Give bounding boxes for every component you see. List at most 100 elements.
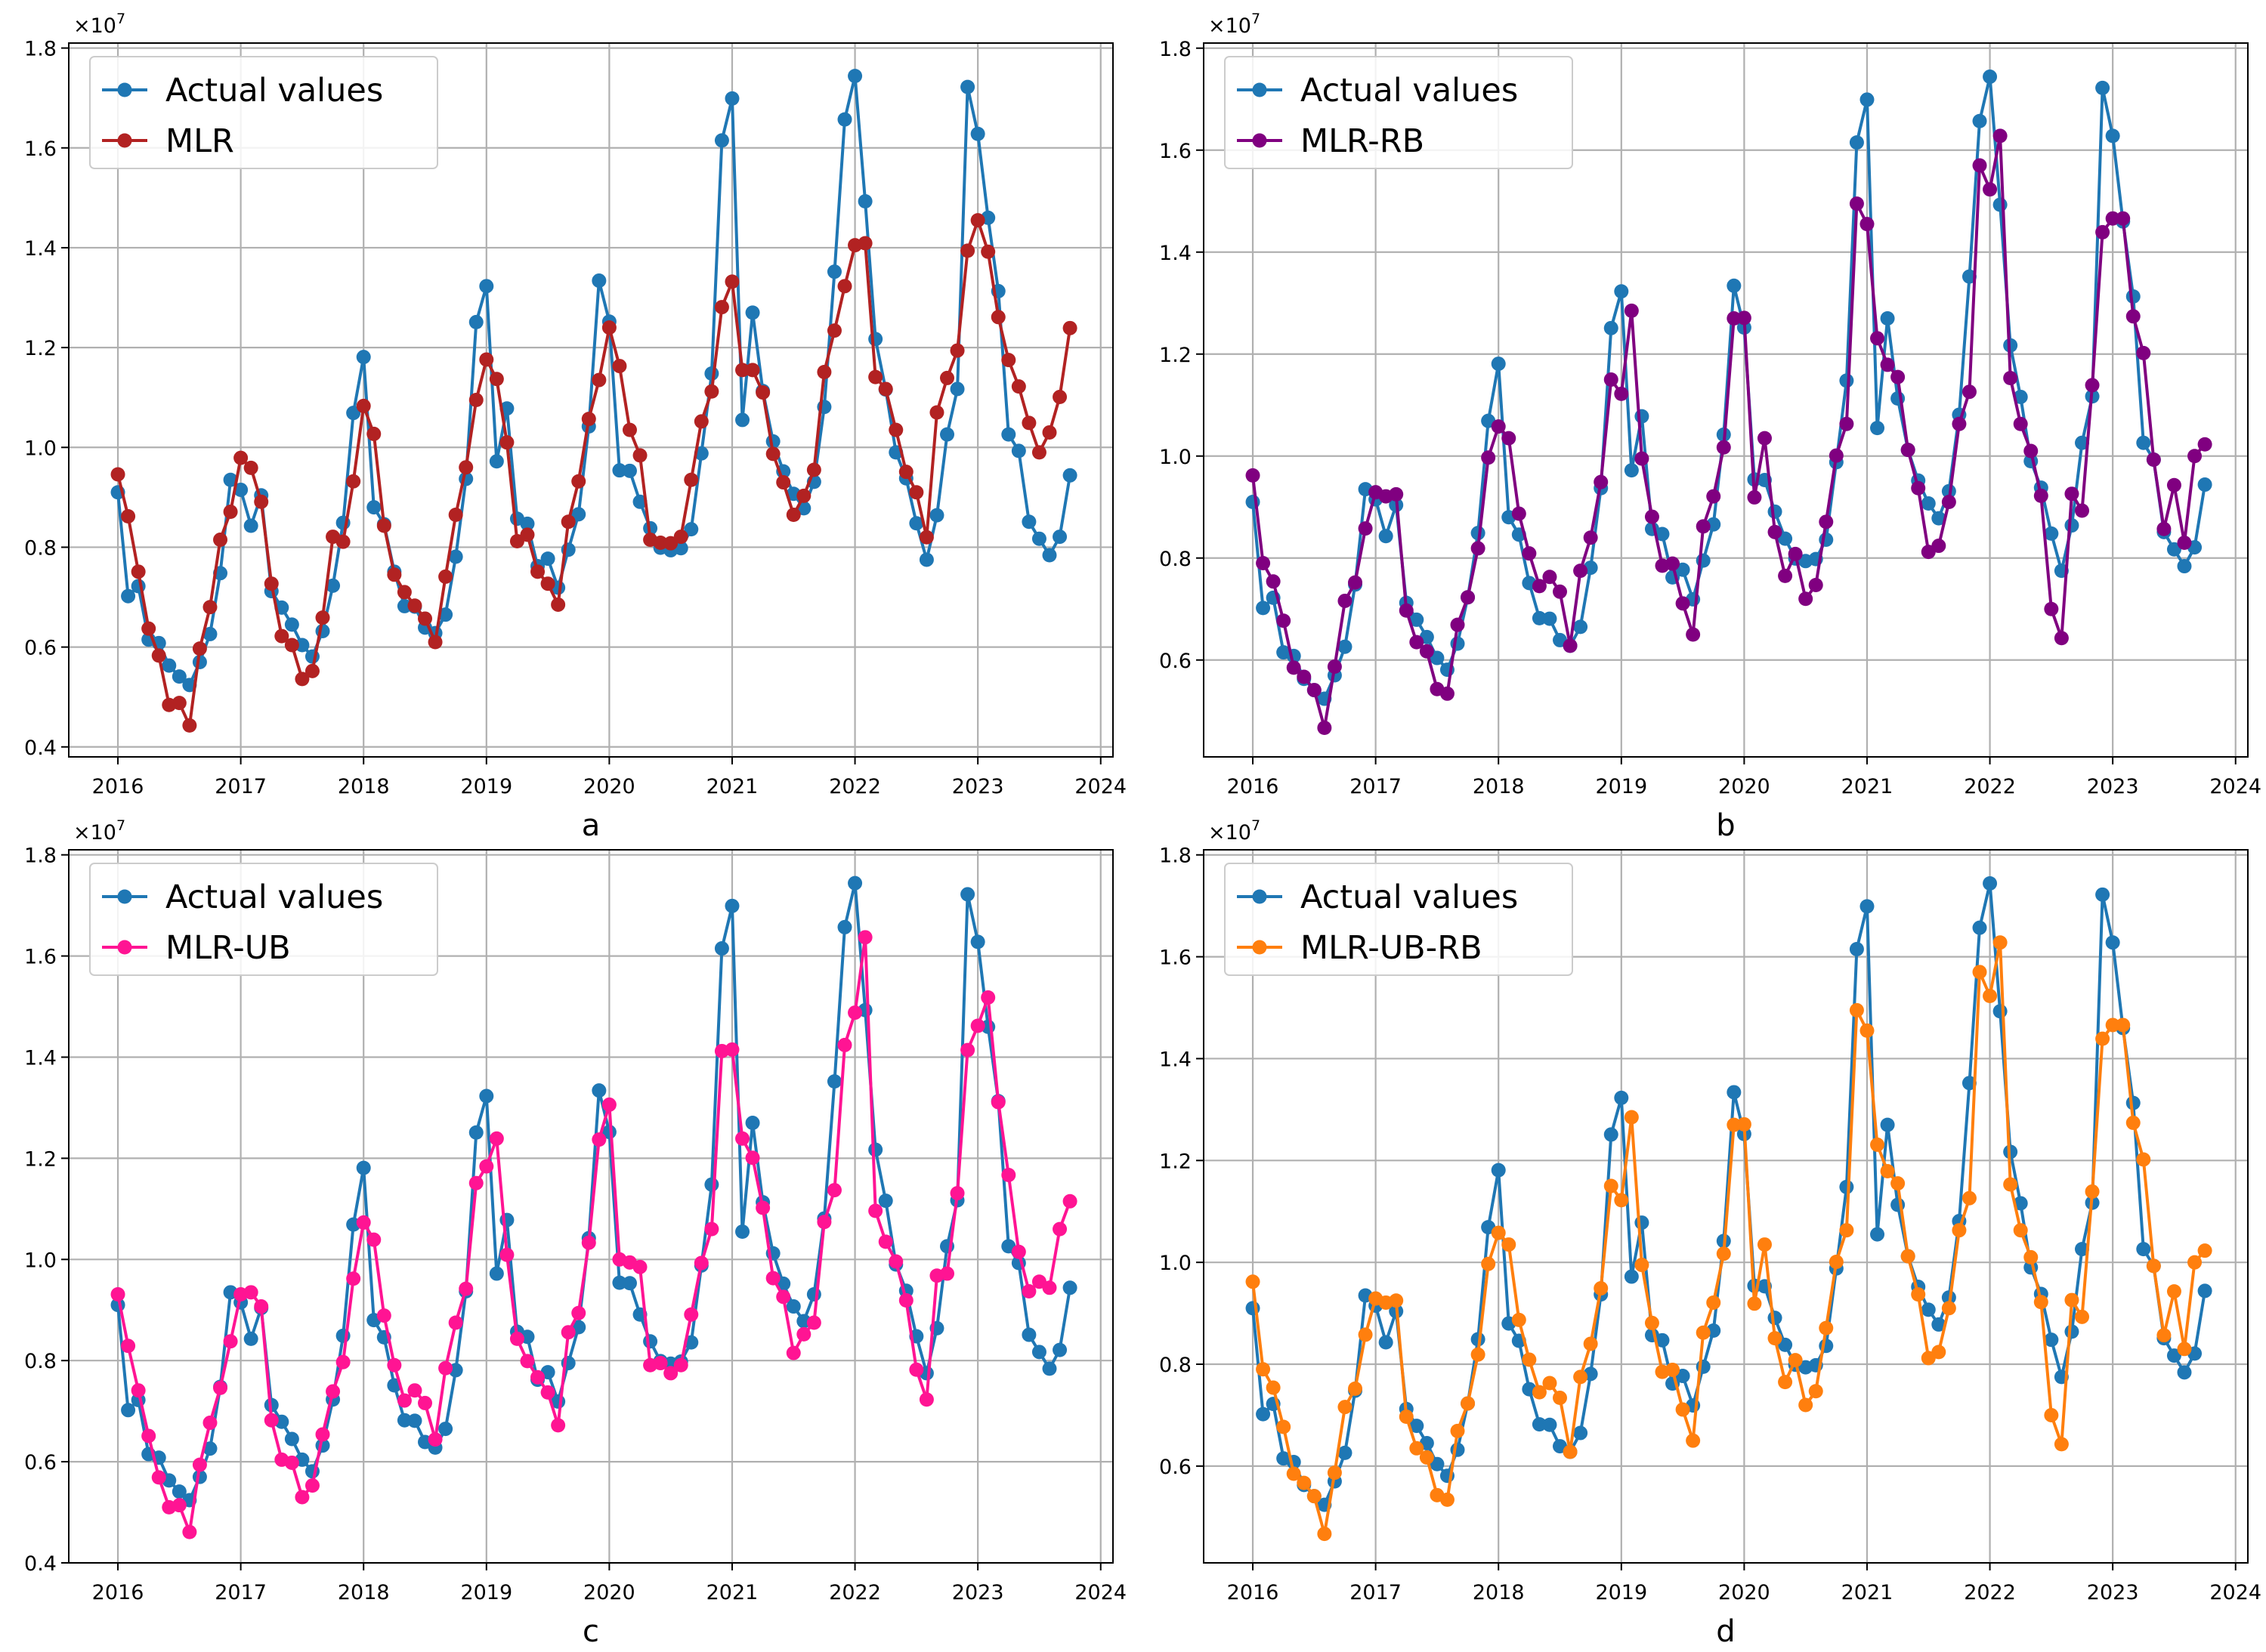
- data-point: [581, 1235, 596, 1250]
- data-point: [2197, 1243, 2212, 1258]
- data-point: [479, 1159, 494, 1174]
- x-tick-label: 2019: [460, 775, 512, 798]
- data-point: [1972, 965, 1987, 980]
- data-point: [1553, 584, 1568, 599]
- data-point: [756, 385, 771, 400]
- data-point: [878, 1193, 893, 1209]
- data-point: [1583, 1336, 1598, 1351]
- x-tick-label: 2017: [215, 775, 267, 798]
- legend-label: Actual values: [165, 878, 383, 916]
- y-tick-label: 1.8: [1159, 38, 1192, 61]
- grid-lines: [1204, 43, 2248, 757]
- data-point: [243, 518, 258, 533]
- data-point: [1880, 1117, 1895, 1132]
- y-tick-label: 1.0: [24, 1249, 57, 1272]
- y-tick-label: 1.8: [24, 845, 57, 868]
- data-point: [776, 475, 791, 490]
- data-point: [1849, 1002, 1864, 1017]
- data-point: [1757, 1237, 1772, 1252]
- data-point: [1532, 579, 1547, 594]
- data-point: [1931, 1317, 1946, 1332]
- legend-box: [1224, 56, 1573, 169]
- data-point: [1337, 639, 1352, 654]
- data-point: [571, 1305, 586, 1320]
- data-point: [284, 1455, 299, 1470]
- data-point: [295, 1490, 310, 1505]
- data-point: [1573, 1369, 1588, 1385]
- data-point: [2105, 1017, 2120, 1033]
- data-point: [2023, 1249, 2039, 1264]
- data-point: [1532, 1385, 1547, 1400]
- plot-frame: [1203, 42, 2249, 758]
- data-point: [1031, 445, 1046, 460]
- series-model: [110, 213, 1077, 733]
- data-point: [601, 1097, 617, 1112]
- data-point: [1992, 935, 2008, 950]
- data-point: [694, 414, 709, 429]
- data-point: [2013, 389, 2028, 404]
- data-point: [2105, 211, 2120, 226]
- data-point: [479, 1088, 494, 1104]
- data-point: [2177, 1365, 2192, 1380]
- data-point: [1778, 531, 1793, 546]
- data-point: [581, 412, 596, 427]
- data-point: [725, 274, 740, 289]
- x-tick-label: 2020: [1718, 1581, 1770, 1604]
- data-point: [2125, 289, 2141, 304]
- data-point: [704, 1177, 719, 1192]
- data-point: [1972, 158, 1987, 173]
- data-point: [489, 1266, 504, 1281]
- data-point: [1644, 509, 1659, 524]
- legend-entry: MLR-UB: [102, 929, 291, 967]
- data-point: [848, 1005, 863, 1021]
- data-point: [2095, 1031, 2110, 1046]
- data-point: [1992, 128, 2008, 144]
- data-point: [397, 585, 412, 600]
- data-point: [786, 1299, 801, 1314]
- data-point: [1911, 1287, 1926, 1302]
- data-point: [909, 1362, 924, 1377]
- data-point: [305, 663, 320, 678]
- data-point: [2033, 488, 2048, 503]
- panel-label: a: [582, 808, 601, 843]
- data-point: [1870, 1137, 1885, 1152]
- data-point: [1727, 278, 1742, 293]
- data-point: [878, 381, 893, 397]
- data-point: [366, 500, 382, 515]
- data-point: [592, 1132, 607, 1147]
- data-point: [428, 1432, 443, 1447]
- data-point: [909, 516, 924, 531]
- data-point: [2075, 435, 2090, 450]
- data-point: [898, 1293, 914, 1308]
- data-point: [335, 534, 351, 549]
- data-point: [479, 352, 494, 367]
- data-point: [2075, 1242, 2090, 1257]
- data-point: [1419, 1450, 1434, 1465]
- data-point: [1062, 1280, 1077, 1295]
- data-point: [1430, 1456, 1445, 1471]
- data-point: [1062, 1193, 1077, 1209]
- legend-swatch-marker: [117, 82, 132, 97]
- data-point: [960, 79, 975, 94]
- data-point: [459, 460, 474, 475]
- data-point: [2095, 887, 2110, 902]
- data-point: [468, 314, 484, 329]
- legend-entry: Actual values: [102, 72, 383, 110]
- data-point: [1594, 1281, 1609, 1296]
- data-point: [1747, 489, 1762, 505]
- legend-swatch-marker: [1252, 889, 1267, 904]
- legend-box: [89, 56, 438, 169]
- data-point: [827, 323, 842, 338]
- data-point: [131, 564, 146, 579]
- data-point: [1614, 1193, 1629, 1208]
- data-point: [837, 279, 852, 294]
- data-point: [202, 626, 218, 641]
- data-point: [1470, 1347, 1485, 1362]
- data-point: [110, 467, 125, 482]
- y-tick-label: 0.6: [1159, 650, 1192, 673]
- data-point: [1327, 1465, 1342, 1481]
- legend-box: [1224, 863, 1573, 976]
- series-model: [1245, 935, 2212, 1542]
- data-point: [172, 1484, 187, 1499]
